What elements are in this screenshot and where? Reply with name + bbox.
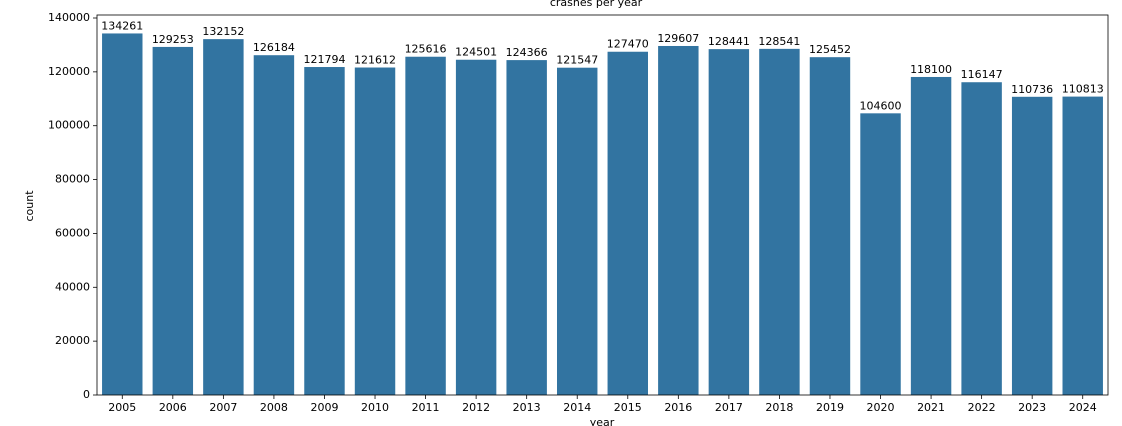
x-tick-label: 2022 bbox=[968, 401, 996, 414]
x-tick-label: 2020 bbox=[867, 401, 895, 414]
bar bbox=[253, 55, 295, 395]
x-tick-label: 2012 bbox=[462, 401, 490, 414]
chart-title: crashes per year bbox=[550, 0, 643, 9]
bar bbox=[102, 33, 143, 395]
data-label: 104600 bbox=[860, 99, 902, 112]
data-label: 110813 bbox=[1062, 83, 1104, 96]
data-label: 126184 bbox=[253, 41, 295, 54]
data-label: 121794 bbox=[303, 53, 345, 66]
x-tick-label: 2016 bbox=[664, 401, 692, 414]
bar bbox=[405, 56, 446, 395]
x-tick-label: 2006 bbox=[159, 401, 187, 414]
bar bbox=[607, 51, 648, 395]
y-tick-label: 20000 bbox=[55, 334, 90, 347]
bar bbox=[910, 76, 952, 395]
bar bbox=[759, 48, 800, 395]
x-tick-label: 2017 bbox=[715, 401, 743, 414]
y-tick-label: 140000 bbox=[48, 11, 90, 24]
x-tick-label: 2008 bbox=[260, 401, 288, 414]
x-tick-label: 2009 bbox=[310, 401, 338, 414]
bar bbox=[354, 67, 396, 395]
data-label: 129253 bbox=[152, 33, 194, 46]
bar bbox=[961, 82, 1002, 395]
data-label: 134261 bbox=[101, 19, 143, 32]
data-label: 129607 bbox=[657, 32, 699, 45]
x-tick-label: 2019 bbox=[816, 401, 844, 414]
data-label: 124501 bbox=[455, 46, 497, 59]
bar bbox=[708, 49, 750, 395]
x-tick-label: 2005 bbox=[108, 401, 136, 414]
y-tick-label: 100000 bbox=[48, 119, 90, 132]
bar bbox=[557, 67, 598, 396]
y-tick-label: 60000 bbox=[55, 226, 90, 239]
y-tick-label: 40000 bbox=[55, 280, 90, 293]
bar bbox=[203, 39, 244, 395]
x-tick-label: 2018 bbox=[765, 401, 793, 414]
data-label: 128441 bbox=[708, 35, 750, 48]
data-label: 132152 bbox=[202, 25, 244, 38]
data-label: 125616 bbox=[405, 43, 447, 56]
data-label: 124366 bbox=[506, 46, 548, 59]
x-tick-label: 2010 bbox=[361, 401, 389, 414]
bar bbox=[860, 113, 901, 395]
data-label: 128541 bbox=[758, 35, 800, 48]
x-tick-label: 2024 bbox=[1069, 401, 1097, 414]
bar bbox=[506, 60, 547, 395]
bar bbox=[304, 67, 345, 395]
data-label: 110736 bbox=[1011, 83, 1053, 96]
x-tick-label: 2015 bbox=[614, 401, 642, 414]
data-label: 125452 bbox=[809, 43, 851, 56]
x-axis-label: year bbox=[590, 416, 615, 426]
data-label: 116147 bbox=[961, 68, 1003, 81]
y-tick-label: 80000 bbox=[55, 173, 90, 186]
x-tick-label: 2011 bbox=[412, 401, 440, 414]
x-tick-label: 2023 bbox=[1018, 401, 1046, 414]
data-label: 121547 bbox=[556, 54, 598, 67]
bar bbox=[658, 45, 699, 395]
bar bbox=[455, 59, 497, 395]
bar bbox=[1062, 96, 1103, 395]
y-axis-label: count bbox=[23, 190, 36, 222]
data-label: 127470 bbox=[607, 38, 649, 51]
plot-frame bbox=[96, 14, 1109, 396]
bar bbox=[152, 46, 194, 396]
x-tick-label: 2013 bbox=[513, 401, 541, 414]
y-tick-label: 0 bbox=[83, 388, 90, 401]
x-tick-label: 2021 bbox=[917, 401, 945, 414]
x-tick-label: 2007 bbox=[209, 401, 237, 414]
data-label: 121612 bbox=[354, 54, 396, 67]
data-label: 118100 bbox=[910, 63, 952, 76]
y-tick-label: 120000 bbox=[48, 65, 90, 78]
x-tick-label: 2014 bbox=[563, 401, 591, 414]
bar bbox=[809, 57, 851, 395]
bar bbox=[1011, 96, 1053, 395]
